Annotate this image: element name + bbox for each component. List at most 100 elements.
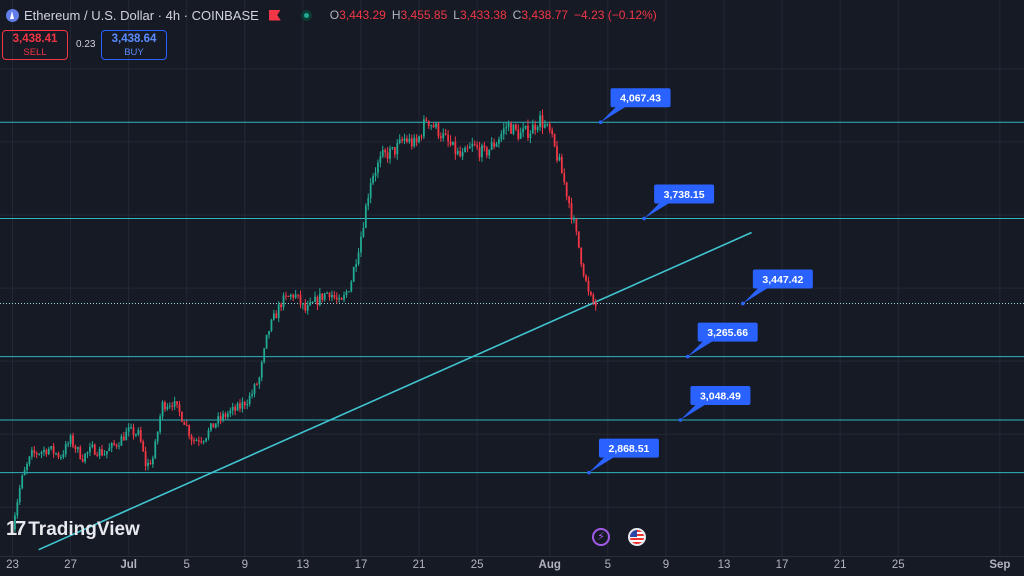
- buy-button[interactable]: 3,438.64 BUY: [101, 30, 167, 60]
- label-pointer: [687, 340, 714, 357]
- candle-body: [236, 403, 239, 411]
- candle-body: [151, 458, 154, 465]
- label-text: 3,265.66: [707, 327, 748, 339]
- candle-139: [347, 290, 350, 293]
- candle-145: [362, 222, 365, 238]
- candle-193: [478, 141, 481, 162]
- candle-173: [430, 124, 433, 130]
- candle-body: [432, 125, 435, 128]
- sell-button[interactable]: 3,438.41 SELL: [2, 30, 68, 60]
- candle-201: [498, 136, 500, 148]
- x-tick-label-14: 21: [834, 559, 847, 571]
- sell-label: SELL: [23, 47, 47, 58]
- candle-body: [437, 123, 440, 137]
- candle-body: [357, 252, 360, 265]
- candle-body: [47, 448, 50, 455]
- candle-body: [89, 446, 91, 453]
- candle-body: [23, 470, 26, 476]
- candle-body: [91, 444, 94, 447]
- candle-body: [377, 162, 379, 173]
- candle-236: [582, 262, 585, 278]
- candle-body: [105, 451, 108, 455]
- candle-82: [210, 423, 212, 433]
- flag-icon[interactable]: [268, 9, 281, 21]
- buy-label: BUY: [124, 47, 144, 58]
- tradingview-logo[interactable]: 17 TradingView: [6, 518, 140, 541]
- candle-119: [299, 290, 302, 309]
- candle-88: [224, 411, 227, 420]
- candle-111: [280, 302, 283, 312]
- candle-37: [101, 445, 103, 457]
- candle-156: [389, 145, 391, 164]
- candle-body: [147, 462, 149, 467]
- candle-176: [437, 122, 440, 139]
- label-anchor-dot: [678, 418, 683, 422]
- candle-31: [86, 451, 89, 459]
- candle-body: [113, 443, 116, 445]
- candle-body: [478, 147, 481, 158]
- candle-232: [573, 215, 575, 224]
- candle-body: [142, 441, 145, 452]
- candle-body: [476, 145, 479, 148]
- candle-59: [154, 439, 157, 460]
- candle-34: [93, 443, 96, 456]
- candle-body: [176, 401, 178, 405]
- candle-body: [568, 196, 570, 204]
- candle-body: [488, 149, 491, 156]
- candle-170: [423, 115, 425, 139]
- symbol-title[interactable]: Ethereum / U.S. Dollar · 4h · COINBASE: [24, 7, 259, 23]
- x-tick-label-7: 21: [413, 559, 426, 571]
- candle-body: [347, 291, 350, 293]
- candle-body: [270, 319, 273, 331]
- candle-130: [326, 291, 328, 294]
- candle-body: [258, 377, 261, 385]
- level-label-2: 3,447.42: [741, 269, 813, 306]
- ohlc-high: H3,455.85: [391, 8, 448, 22]
- us-flag-icon[interactable]: [628, 528, 646, 546]
- candle-body: [413, 137, 416, 147]
- candle-body: [403, 138, 406, 141]
- candle-body: [364, 205, 367, 228]
- sell-price: 3,438.41: [12, 33, 58, 45]
- candle-2: [16, 498, 19, 519]
- market-status-icon[interactable]: [300, 9, 312, 21]
- candle-body: [423, 119, 425, 137]
- candle-178: [442, 128, 445, 142]
- candle-body: [64, 443, 67, 455]
- candle-91: [231, 402, 234, 416]
- candle-1: [14, 512, 16, 532]
- candle-188: [466, 144, 469, 153]
- candles[interactable]: [11, 109, 597, 532]
- trendline[interactable]: [38, 231, 752, 551]
- candle-90: [229, 407, 232, 418]
- candle-body: [181, 411, 183, 422]
- candle-body: [471, 143, 474, 147]
- candle-212: [524, 125, 527, 130]
- ohlc-low: L3,433.38: [453, 8, 507, 22]
- candle-141: [352, 266, 355, 283]
- candle-body: [570, 203, 573, 220]
- candle-215: [531, 119, 534, 134]
- candle-44: [118, 442, 120, 450]
- level-labels[interactable]: 4,067.43 3,738.15 3,447.42 3,265.66 3,048.49…: [587, 88, 813, 475]
- candle-body: [573, 219, 575, 221]
- candle-39: [105, 451, 108, 459]
- candle-body: [229, 410, 232, 414]
- candle-187: [464, 145, 466, 153]
- trendline-segment: [38, 231, 752, 551]
- candle-body: [280, 304, 283, 308]
- candle-body: [306, 305, 309, 311]
- candle-87: [222, 410, 224, 423]
- candle-body: [93, 444, 96, 455]
- candle-117: [294, 290, 297, 299]
- candle-83: [212, 423, 215, 428]
- candle-96: [243, 400, 246, 410]
- candle-body: [168, 405, 171, 407]
- candle-body: [207, 430, 210, 439]
- candle-66: [171, 401, 174, 411]
- chart-header: Ethereum / U.S. Dollar · 4h · COINBASE O…: [0, 0, 1024, 30]
- lightning-icon[interactable]: ⚡: [592, 528, 610, 546]
- candle-body: [335, 297, 338, 300]
- candle-144: [360, 231, 362, 258]
